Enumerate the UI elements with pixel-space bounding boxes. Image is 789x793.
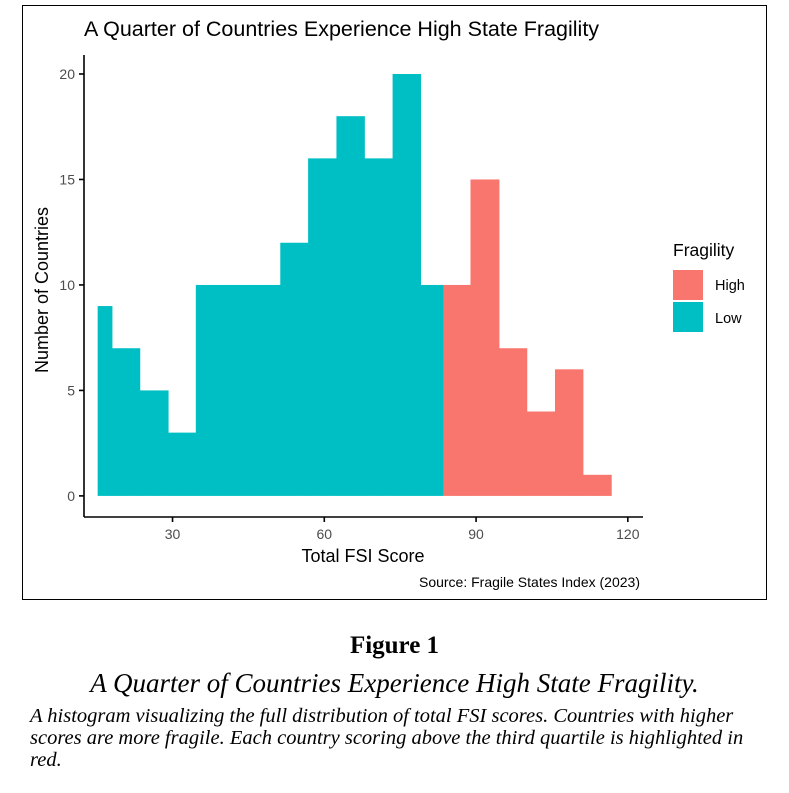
x-axis-label: Total FSI Score: [301, 546, 424, 566]
histogram-bar-high-6: [526, 411, 542, 496]
y-axis-label: Number of Countries: [32, 207, 52, 373]
histogram-bar-high-2: [470, 179, 486, 496]
histogram-bar-low-20: [378, 158, 394, 496]
histogram-bar-low-15: [308, 158, 323, 496]
histogram-bar-high-4: [498, 348, 514, 496]
histogram-bar-high-3: [484, 179, 500, 496]
legend-label-low: Low: [715, 311, 742, 327]
histogram-bar-high-11: [596, 474, 612, 496]
histogram-bar-low-14: [294, 242, 309, 496]
histogram-bar-low-8: [209, 284, 225, 496]
histogram-bar-low-7: [195, 284, 211, 496]
histogram-bar-low-2: [125, 348, 141, 496]
histogram-bar-high-0: [442, 284, 458, 496]
histogram-bar-high-9: [569, 369, 584, 496]
histogram-bar-low-10: [238, 284, 253, 496]
y-tick-label: 15: [59, 171, 75, 187]
histogram-bar-low-13: [280, 242, 296, 496]
histogram-bar-low-11: [251, 284, 267, 496]
chart-frame: A Quarter of Countries Experience High S…: [22, 5, 767, 600]
x-tick-label: 90: [468, 526, 484, 542]
histogram-bar-low-6: [182, 432, 197, 496]
x-tick-label: 60: [317, 526, 333, 542]
histogram-bar-low-21: [392, 73, 408, 496]
histogram-bar-low-4: [153, 390, 169, 496]
histogram-bar-low-9: [224, 284, 239, 496]
histogram-bar-low-16: [322, 158, 338, 496]
x-tick-label: 30: [165, 526, 181, 542]
histogram-bar-low-3: [139, 390, 155, 496]
source-note: Source: Fragile States Index (2023): [419, 574, 640, 590]
histogram-bar-high-10: [582, 474, 598, 496]
legend-label-high: High: [715, 278, 745, 294]
histogram-chart: A Quarter of Countries Experience High S…: [32, 17, 745, 590]
histogram-bar-high-7: [540, 411, 556, 496]
histogram-bar-low-12: [266, 284, 281, 496]
legend-swatch-high: [673, 270, 703, 300]
histogram-bar-low-17: [336, 116, 352, 496]
figure-label: Figure 1: [349, 632, 440, 659]
y-tick-label: 20: [59, 66, 75, 82]
legend: Fragility High Low: [673, 240, 745, 332]
legend-swatch-low: [673, 302, 703, 332]
y-tick-label: 0: [67, 488, 75, 504]
histogram-bar-high-5: [512, 348, 528, 496]
histogram-bar-low-24: [434, 284, 444, 496]
histogram-bar-high-1: [456, 284, 472, 496]
histogram-bar-low-18: [350, 116, 365, 496]
histogram-bar-low-23: [420, 284, 436, 496]
histogram-bar-low-5: [167, 432, 183, 496]
histogram-bar-low-0: [97, 306, 113, 496]
legend-title: Fragility: [673, 240, 735, 260]
figure-title: A Quarter of Countries Experience High S…: [90, 668, 699, 698]
x-tick-label: 120: [616, 526, 640, 542]
histogram-bar-high-8: [554, 369, 570, 496]
bars-layer: [97, 73, 612, 496]
histogram-bar-low-22: [406, 73, 422, 496]
axes-layer: 0 5 10 15 20 30 60 90 120: [59, 55, 643, 542]
chart-title: A Quarter of Countries Experience High S…: [84, 17, 599, 41]
histogram-bar-low-19: [364, 158, 380, 496]
y-tick-label: 10: [59, 277, 75, 293]
figure-caption: A histogram visualizing the full distrib…: [30, 705, 744, 771]
y-tick-label: 5: [67, 382, 75, 398]
histogram-bar-low-1: [111, 348, 127, 496]
